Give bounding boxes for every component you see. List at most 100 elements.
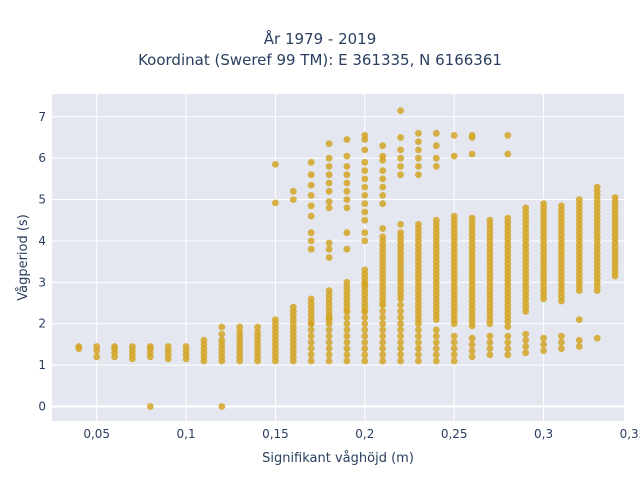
- data-point: [343, 326, 351, 334]
- data-point: [343, 163, 351, 170]
- y-tick-label: 4: [38, 234, 46, 248]
- data-point: [93, 353, 101, 361]
- data-point: [397, 163, 404, 170]
- data-point: [361, 146, 369, 154]
- data-point: [361, 167, 369, 175]
- data-point: [432, 332, 440, 340]
- data-point: [540, 341, 547, 348]
- data-point: [146, 403, 154, 410]
- data-point: [343, 187, 351, 195]
- data-point: [504, 323, 512, 330]
- data-point: [450, 332, 458, 340]
- data-point: [343, 136, 351, 143]
- data-point: [540, 347, 547, 354]
- data-point: [397, 314, 404, 321]
- data-point: [307, 171, 315, 179]
- data-point: [415, 357, 422, 365]
- data-point: [307, 202, 315, 210]
- data-point: [361, 158, 369, 166]
- data-point: [307, 237, 315, 245]
- data-point: [432, 326, 440, 334]
- data-point: [325, 245, 333, 253]
- data-point: [450, 339, 458, 346]
- data-point: [218, 330, 226, 338]
- data-point: [307, 357, 315, 365]
- data-point: [325, 287, 333, 294]
- data-point: [307, 332, 315, 340]
- data-point: [486, 339, 494, 346]
- data-point: [415, 154, 422, 162]
- data-point: [593, 334, 601, 342]
- data-point: [432, 129, 440, 137]
- data-point: [486, 332, 494, 340]
- x-tick-label: 0,1: [177, 427, 196, 441]
- data-point: [432, 357, 440, 365]
- y-tick-label: 1: [38, 358, 46, 372]
- data-point: [379, 233, 387, 241]
- data-point: [432, 339, 440, 346]
- data-point: [361, 237, 369, 245]
- y-tick-label: 7: [38, 110, 46, 124]
- data-point: [307, 339, 315, 346]
- data-point: [540, 200, 547, 208]
- data-point: [307, 351, 315, 359]
- data-point: [325, 163, 333, 170]
- data-point: [468, 353, 476, 361]
- data-point: [361, 200, 369, 208]
- data-point: [361, 332, 369, 340]
- data-point: [415, 129, 422, 137]
- data-point: [361, 281, 369, 288]
- data-point: [379, 167, 387, 175]
- data-point: [593, 183, 601, 191]
- data-point: [75, 343, 83, 350]
- data-point: [468, 150, 476, 158]
- data-point: [343, 245, 351, 253]
- data-point: [397, 357, 404, 365]
- data-point: [504, 332, 512, 340]
- data-point: [397, 345, 404, 352]
- data-point: [325, 254, 333, 261]
- data-point: [379, 307, 387, 315]
- data-point: [361, 229, 369, 237]
- data-point: [415, 171, 422, 179]
- data-point: [397, 326, 404, 334]
- data-point: [164, 343, 172, 350]
- data-point: [379, 142, 387, 150]
- data-point: [343, 339, 351, 346]
- data-point: [486, 216, 494, 224]
- y-tick-label: 3: [38, 275, 46, 289]
- data-point: [379, 320, 387, 328]
- data-point: [415, 138, 422, 146]
- y-tick-label: 2: [38, 317, 46, 331]
- data-point: [397, 229, 404, 237]
- data-point: [379, 357, 387, 365]
- data-point: [343, 152, 351, 160]
- data-point: [575, 196, 583, 204]
- data-point: [111, 343, 118, 350]
- data-point: [486, 345, 494, 352]
- data-point: [325, 345, 333, 352]
- data-point: [415, 345, 422, 352]
- data-point: [307, 192, 315, 199]
- data-point: [379, 351, 387, 359]
- data-point: [379, 345, 387, 352]
- data-point: [379, 183, 387, 191]
- data-point: [415, 146, 422, 154]
- data-point: [129, 343, 136, 350]
- data-point: [325, 351, 333, 359]
- data-point: [432, 154, 440, 162]
- data-point: [182, 343, 190, 350]
- data-point: [611, 194, 619, 201]
- data-point: [343, 320, 351, 328]
- data-point: [272, 199, 279, 207]
- data-point: [289, 303, 297, 311]
- data-point: [361, 192, 369, 199]
- data-point: [450, 152, 458, 160]
- data-point: [325, 187, 333, 195]
- data-point: [379, 225, 387, 232]
- data-point: [504, 351, 512, 359]
- data-point: [307, 245, 315, 253]
- data-point: [343, 351, 351, 359]
- data-point: [397, 146, 404, 154]
- data-point: [397, 339, 404, 346]
